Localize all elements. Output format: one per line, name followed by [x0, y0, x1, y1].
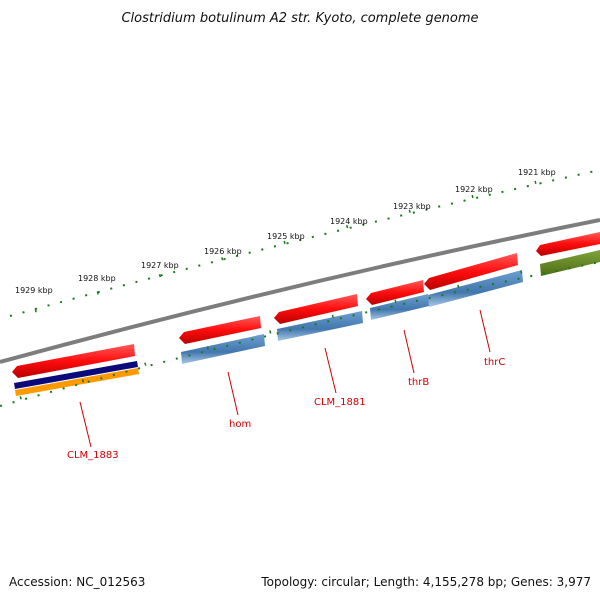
map-title: Clostridium botulinum A2 str. Kyoto, com… — [121, 11, 478, 26]
gene-label-thrC[interactable]: thrC — [484, 357, 505, 368]
gene-feature[interactable] — [274, 294, 358, 324]
gene-feature[interactable] — [366, 280, 424, 305]
kbp-label: 1927 kbp — [141, 261, 179, 270]
accession-text: Accession: NC_012563 — [9, 575, 145, 589]
gene-feature[interactable] — [536, 232, 600, 256]
cds-feature[interactable] — [14, 361, 138, 389]
kbp-label: 1928 kbp — [78, 274, 116, 283]
genome-backbone — [0, 218, 600, 364]
kbp-label: 1921 kbp — [518, 168, 556, 177]
kbp-label: 1923 kbp — [393, 202, 431, 211]
cds-track — [14, 250, 600, 396]
gene-feature[interactable] — [179, 316, 261, 344]
gene-label-CLM_1881[interactable]: CLM_1881 — [314, 397, 366, 408]
gene-track — [12, 232, 600, 378]
cds-feature[interactable] — [15, 368, 139, 396]
gene-label-thrB[interactable]: thrB — [408, 377, 429, 388]
gene-label-hom[interactable]: hom — [229, 419, 251, 430]
cds-feature[interactable] — [181, 334, 265, 364]
cds-feature[interactable] — [428, 270, 523, 307]
gene-label-CLM_1883[interactable]: CLM_1883 — [67, 450, 119, 461]
kbp-label: 1925 kbp — [267, 232, 305, 241]
kbp-label: 1929 kbp — [15, 286, 53, 295]
gene-feature[interactable] — [12, 344, 135, 378]
kbp-label: 1926 kbp — [204, 247, 242, 256]
kbp-label: 1924 kbp — [330, 217, 368, 226]
gene-labels: thrC thrB CLM_1881 hom CLM_1883 — [67, 357, 505, 461]
ruler-outer — [9, 169, 600, 317]
cds-feature[interactable] — [370, 294, 429, 320]
cds-feature[interactable] — [540, 250, 600, 276]
ruler-labels: 1921 kbp 1922 kbp 1923 kbp 1924 kbp 1925… — [15, 168, 556, 295]
gene-feature[interactable] — [424, 253, 518, 290]
kbp-label: 1922 kbp — [455, 185, 493, 194]
label-leaders — [79, 309, 491, 448]
genome-summary-text: Topology: circular; Length: 4,155,278 bp… — [260, 575, 591, 589]
